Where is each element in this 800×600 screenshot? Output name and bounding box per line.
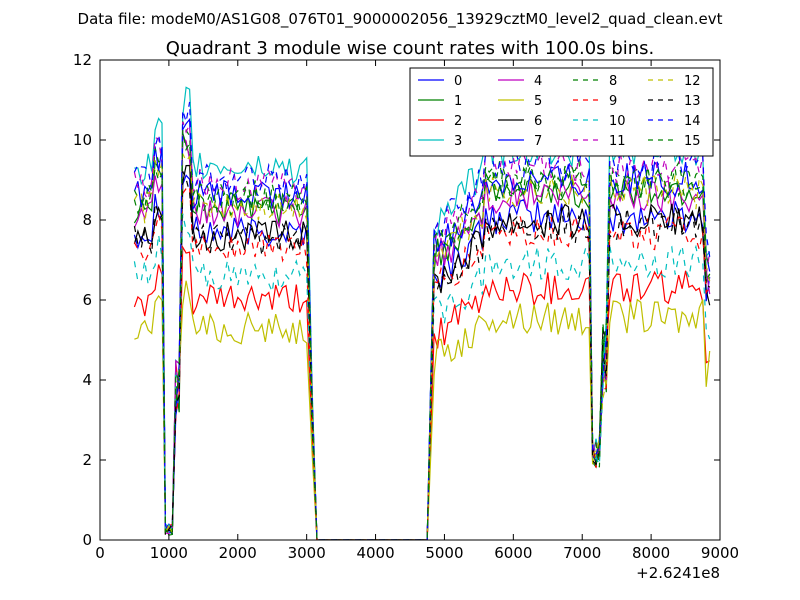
y-tick-label: 2 bbox=[82, 451, 92, 469]
y-tick-label: 4 bbox=[82, 371, 92, 389]
series-line-1 bbox=[133, 132, 711, 540]
series-line-0 bbox=[133, 174, 711, 540]
legend-label-8: 8 bbox=[609, 74, 617, 89]
axes: 0 1000 2000 3000 4000 5000 6000 7000 8000 9000 0 2 4… bbox=[73, 51, 739, 562]
plot-area bbox=[133, 86, 711, 540]
legend-label-1: 1 bbox=[454, 94, 462, 109]
series-line-7 bbox=[133, 117, 711, 540]
y-tick-label: 0 bbox=[82, 531, 92, 549]
chart-suptitle: Data file: modeM0/AS1G08_076T01_90000020… bbox=[78, 10, 723, 29]
x-tick-label: 6000 bbox=[494, 544, 532, 562]
legend-label-0: 0 bbox=[454, 74, 462, 89]
x-tick-label: 3000 bbox=[288, 544, 326, 562]
legend-label-7: 7 bbox=[534, 134, 542, 149]
series-line-10 bbox=[133, 213, 711, 540]
series-line-15 bbox=[133, 130, 711, 540]
x-tick-label: 7000 bbox=[563, 544, 601, 562]
series-line-5 bbox=[134, 280, 711, 540]
series-line-3 bbox=[134, 86, 711, 540]
x-tick-label: 8000 bbox=[632, 544, 670, 562]
x-tick-label: 4000 bbox=[356, 544, 394, 562]
legend-label-9: 9 bbox=[609, 94, 617, 109]
legend-label-6: 6 bbox=[534, 114, 542, 129]
y-tick-label: 10 bbox=[73, 131, 92, 149]
y-tick-label: 6 bbox=[82, 291, 92, 309]
y-tick-label: 8 bbox=[82, 211, 92, 229]
legend-label-12: 12 bbox=[684, 74, 701, 89]
x-tick-label: 9000 bbox=[701, 544, 739, 562]
legend-label-11: 11 bbox=[609, 134, 626, 149]
legend-label-2: 2 bbox=[454, 114, 462, 129]
series-line-4 bbox=[133, 136, 711, 540]
y-tick-label: 12 bbox=[73, 51, 92, 69]
series-line-11 bbox=[133, 121, 711, 540]
series-line-14 bbox=[133, 101, 711, 540]
legend-label-14: 14 bbox=[684, 114, 701, 129]
legend-label-15: 15 bbox=[684, 134, 701, 149]
x-tick-label: 2000 bbox=[219, 544, 257, 562]
series-line-2 bbox=[133, 245, 711, 540]
legend-label-10: 10 bbox=[609, 114, 626, 129]
x-tick-label: 5000 bbox=[425, 544, 463, 562]
series-line-12 bbox=[133, 153, 711, 540]
x-tick-label: 1000 bbox=[150, 544, 188, 562]
legend-label-4: 4 bbox=[534, 74, 542, 89]
series-line-8 bbox=[133, 121, 711, 540]
series-line-6 bbox=[133, 164, 711, 540]
legend-box bbox=[409, 67, 714, 157]
x-offset-label: +2.6241e8 bbox=[636, 564, 720, 582]
chart-title: Quadrant 3 module wise count rates with … bbox=[166, 38, 655, 59]
x-tick-label: 0 bbox=[95, 544, 105, 562]
legend-label-3: 3 bbox=[454, 134, 462, 149]
legend-label-5: 5 bbox=[534, 94, 542, 109]
legend-label-13: 13 bbox=[684, 94, 701, 109]
